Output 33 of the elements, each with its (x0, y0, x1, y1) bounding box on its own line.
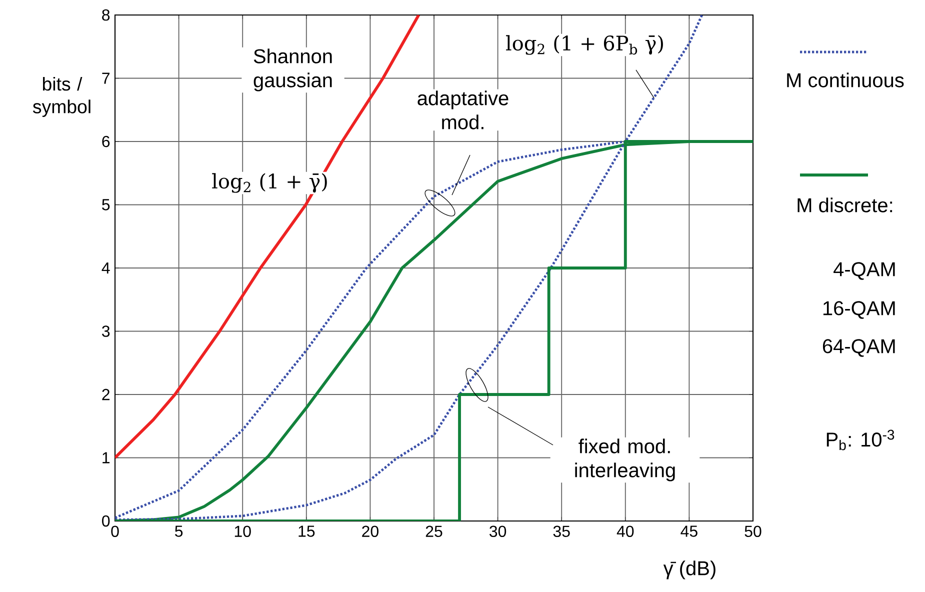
x-tick-label: 45 (680, 526, 698, 537)
y-tick-label: 0 (102, 515, 110, 527)
y-tick-label: 6 (102, 136, 110, 148)
x-tick-label: 50 (744, 526, 762, 538)
annotation: log$_{2}$ (1 + 6P$_{b}$ γ̄) (506, 35, 663, 55)
x-tick-label: 0 (111, 526, 119, 538)
y-tick-label: 3 (102, 326, 110, 337)
annotation: adaptative mod. (418, 90, 508, 130)
y-tick-label: 7 (102, 72, 110, 84)
x-tick-label: 10 (234, 526, 251, 538)
x-tick-label: 20 (362, 526, 378, 538)
y-tick-label: 4 (102, 262, 110, 274)
y-tick-label: 1 (102, 452, 110, 464)
text: 16-QAM (823, 301, 895, 319)
text: M continuous (787, 72, 904, 88)
x-tick-label: 40 (616, 526, 634, 538)
x-tick-label: 15 (298, 526, 315, 537)
text: M discrete: (798, 198, 892, 212)
annotation: fixed mod. interleaving (575, 438, 675, 482)
x-tick-label: 5 (175, 526, 183, 537)
x-axis-title: γ̄ (dB) (663, 560, 716, 580)
x-tick-label: 35 (553, 526, 570, 538)
y-tick-label: 5 (102, 199, 110, 210)
x-tick-label: 25 (426, 526, 442, 538)
text: 64-QAM (822, 339, 895, 357)
annotation: Shannon gaussian (254, 48, 332, 92)
y-tick-label: 8 (102, 9, 110, 21)
x-tick-label: 30 (490, 526, 506, 538)
text: 4-QAM (834, 262, 895, 280)
annotation: log$_{2}$ (1 + γ̄) (212, 173, 327, 193)
y-tick-label: 2 (102, 388, 110, 400)
y-axis-title: bits / symbol (32, 76, 90, 118)
text: P$_{b}$: 10$^{-3}$ (826, 430, 894, 450)
